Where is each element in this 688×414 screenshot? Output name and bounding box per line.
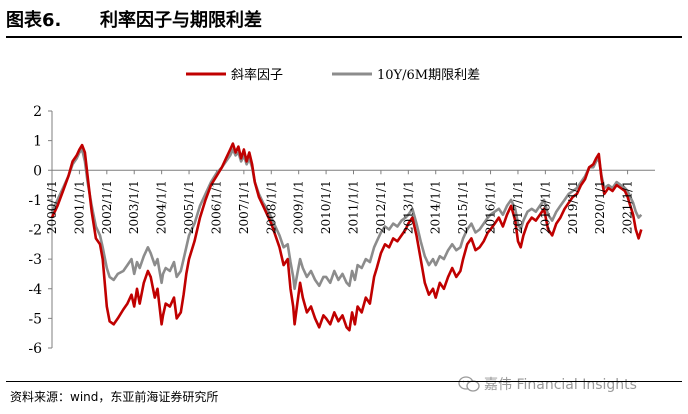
x-tick-label: 2005/1/1 (182, 180, 196, 234)
y-axis: 2 1 0 -1 -2 -3 -4 -5 -6 (28, 104, 53, 357)
x-tick-label: 2008/1/1 (264, 180, 278, 234)
x-tick-label: 2014/1/1 (429, 180, 443, 234)
x-tick-label: 2009/1/1 (292, 180, 306, 234)
x-tick-label: 2002/1/1 (100, 180, 114, 234)
y-tick-label: 0 (33, 163, 42, 179)
x-tick-label: 2006/1/1 (209, 180, 223, 234)
watermark: 嘉伟 Financial Insights (458, 374, 637, 394)
x-tick-labels: 2000/1/1 2001/1/1 2002/1/1 2003/1/1 2004/1/1… (45, 180, 635, 234)
figure-title: 利率因子与期限利差 (100, 10, 262, 31)
legend-label-spread: 10Y/6M期限利差 (377, 68, 480, 83)
series-line-slope (50, 142, 643, 332)
x-tick-label: 2012/1/1 (374, 180, 388, 234)
y-tick-label: 1 (33, 134, 42, 150)
watermark-text: 嘉伟 Financial Insights (484, 377, 637, 393)
x-tick-label: 2015/1/1 (456, 180, 470, 234)
y-tick-label: -3 (28, 252, 42, 268)
wechat-icon (458, 376, 480, 392)
x-tick-label: 2020/1/1 (593, 180, 607, 234)
x-tick-label: 2003/1/1 (127, 180, 141, 234)
y-tick-label: -6 (28, 341, 42, 357)
y-tick-label: -4 (28, 282, 42, 298)
y-tick-label: -5 (28, 311, 42, 327)
source-note: 资料来源：wind，东亚前海证券研究所 (10, 390, 219, 404)
x-tick-label: 2000/1/1 (45, 180, 59, 234)
legend-label-slope: 斜率因子 (231, 67, 283, 83)
y-tick-label: -2 (28, 223, 42, 239)
series-layer (50, 142, 643, 332)
figure-label: 图表6. (6, 10, 62, 31)
x-tick-label: 2007/1/1 (237, 180, 251, 234)
x-axis (51, 169, 655, 175)
x-tick-label: 2016/1/1 (484, 180, 498, 234)
x-tick-label: 2011/1/1 (347, 180, 361, 234)
x-tick-label: 2013/1/1 (401, 180, 415, 234)
y-tick-label: 2 (33, 104, 42, 120)
x-tick-label: 2004/1/1 (155, 180, 169, 234)
footer-divider (6, 381, 682, 382)
x-tick-label: 2019/1/1 (566, 180, 580, 234)
x-tick-label: 2001/1/1 (72, 180, 86, 234)
y-tick-label: -1 (28, 193, 42, 209)
legend: 斜率因子 10Y/6M期限利差 (186, 67, 480, 83)
figure-header (6, 6, 682, 38)
series-line-spread (50, 148, 643, 291)
x-tick-label: 2017/1/1 (511, 180, 525, 234)
x-tick-label: 2010/1/1 (319, 180, 333, 234)
x-tick-label: 2021/1/1 (621, 180, 635, 234)
x-tick-label: 2018/1/1 (538, 180, 552, 234)
